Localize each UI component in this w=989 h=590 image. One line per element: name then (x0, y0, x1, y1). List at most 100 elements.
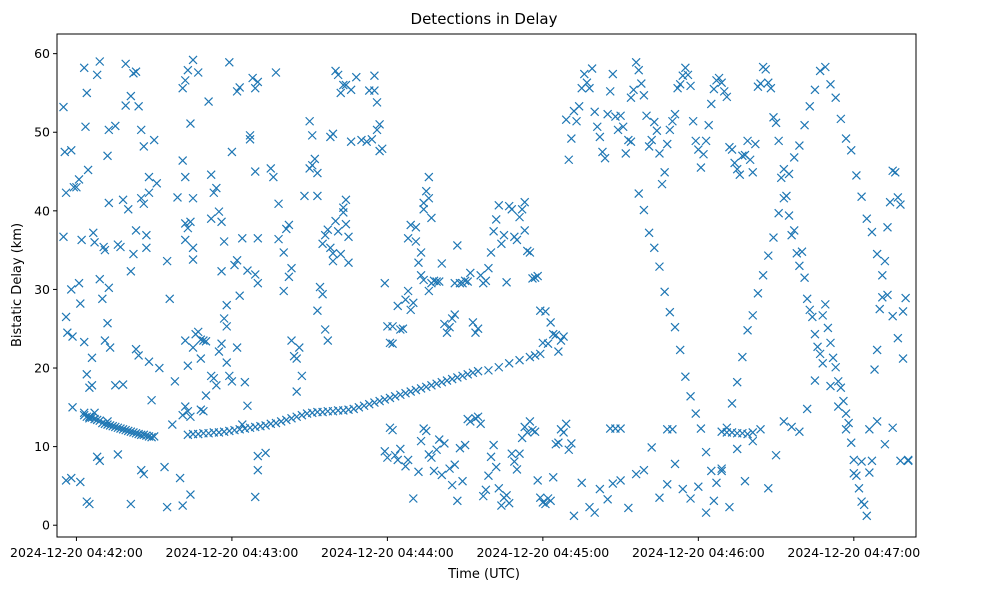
plot-background (57, 34, 916, 537)
data-point (465, 268, 475, 278)
data-point (452, 373, 462, 382)
data-point (792, 248, 802, 258)
data-point (750, 139, 760, 149)
data-point (691, 136, 701, 146)
data-point (737, 352, 747, 362)
data-point (556, 336, 566, 345)
data-point (103, 318, 112, 328)
data-point (318, 289, 328, 299)
data-point (662, 139, 672, 149)
data-point (59, 102, 68, 112)
data-point (732, 164, 742, 174)
data-point (709, 84, 719, 94)
data-point (61, 312, 71, 322)
data-point (227, 376, 237, 386)
data-point (657, 179, 667, 189)
data-point (419, 275, 429, 285)
data-point (670, 109, 680, 119)
data-point (100, 336, 110, 345)
data-point (595, 484, 605, 494)
data-point (763, 78, 773, 88)
data-point (245, 134, 255, 144)
data-point (551, 439, 561, 449)
data-point (807, 312, 817, 322)
data-point (424, 172, 434, 182)
data-point (103, 420, 112, 430)
data-point (823, 323, 833, 333)
data-point (129, 428, 138, 437)
data-point (864, 468, 874, 477)
data-point (533, 271, 543, 281)
data-point (354, 402, 364, 412)
data-point (559, 428, 569, 437)
data-point (771, 118, 781, 128)
data-point (701, 508, 711, 518)
data-point (74, 174, 84, 184)
data-point (810, 376, 820, 386)
data-point (175, 473, 185, 483)
data-point (83, 165, 93, 175)
data-point (491, 215, 501, 224)
data-point (574, 101, 584, 111)
data-point (198, 336, 208, 345)
data-point (888, 423, 898, 433)
data-point (196, 405, 206, 415)
data-point (815, 66, 825, 76)
data-point (458, 476, 467, 486)
data-point (880, 256, 890, 266)
data-point (476, 419, 486, 429)
data-point (131, 428, 141, 438)
data-point (66, 285, 76, 294)
data-point (675, 345, 685, 355)
data-point (717, 466, 727, 476)
data-point (224, 57, 234, 67)
data-point (134, 101, 144, 111)
y-tick-label: 60 (34, 46, 50, 61)
data-point (144, 357, 154, 367)
data-point (424, 193, 434, 203)
data-point (147, 432, 157, 442)
data-point (709, 496, 719, 506)
data-point (818, 358, 828, 368)
data-point (253, 278, 263, 288)
data-point (758, 270, 768, 280)
data-point (222, 358, 232, 367)
data-point (427, 213, 436, 223)
data-point (442, 376, 452, 386)
chart-title: Detections in Delay (411, 10, 558, 28)
data-point (447, 480, 457, 490)
data-point (740, 476, 750, 486)
data-point (341, 195, 351, 205)
data-point (380, 395, 390, 404)
data-point (367, 134, 377, 144)
data-point (134, 351, 144, 360)
data-point (193, 68, 203, 77)
data-point (131, 226, 141, 235)
data-point (548, 472, 558, 482)
data-point (370, 86, 379, 96)
data-point (416, 248, 426, 257)
data-point (393, 455, 403, 465)
data-point (274, 199, 283, 209)
data-point (535, 349, 545, 359)
data-point (357, 135, 366, 145)
data-point (372, 97, 382, 107)
data-point (160, 462, 169, 472)
data-point (61, 188, 71, 198)
data-point (149, 135, 159, 145)
data-point (121, 101, 131, 110)
data-point (496, 239, 506, 249)
data-point (279, 248, 289, 257)
data-point (411, 385, 421, 395)
data-point (748, 436, 758, 446)
data-point (841, 134, 851, 143)
data-point (126, 499, 136, 509)
data-point (375, 396, 385, 406)
data-point (548, 329, 558, 339)
data-point (634, 189, 644, 198)
data-point (883, 222, 892, 232)
data-point (849, 455, 859, 465)
data-point (162, 502, 172, 512)
data-point (590, 508, 600, 518)
data-point (110, 121, 120, 131)
